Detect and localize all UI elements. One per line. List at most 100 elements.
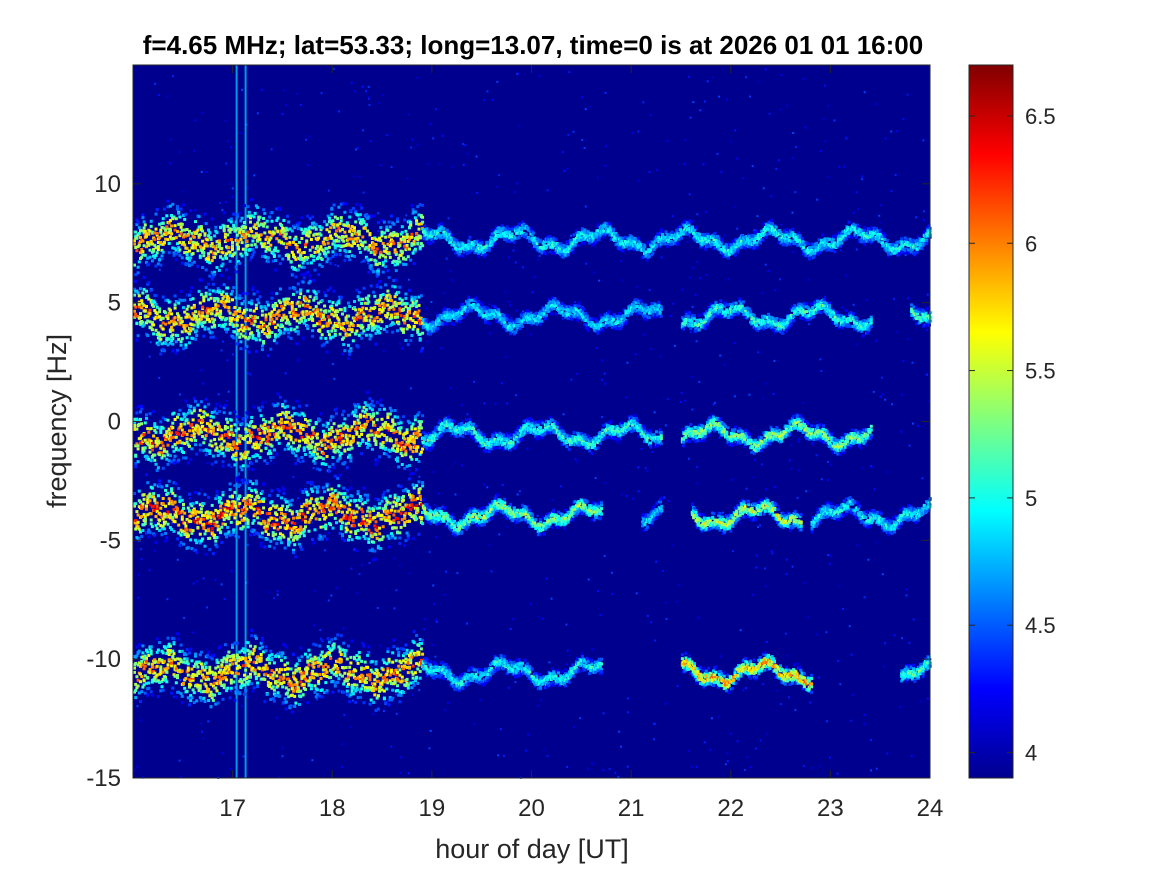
heatmap-cell xyxy=(447,238,450,242)
heatmap-cell xyxy=(827,245,831,249)
heatmap-cell xyxy=(179,207,183,211)
heatmap-cell xyxy=(141,321,145,325)
heatmap-cell xyxy=(367,270,371,274)
heatmap-cell xyxy=(254,338,258,342)
heatmap-cell xyxy=(243,309,246,313)
heatmap-cell xyxy=(738,237,742,241)
heatmap-cell xyxy=(204,285,208,289)
heatmap-cell xyxy=(635,592,638,595)
heatmap-cell xyxy=(765,382,768,385)
heatmap-cell xyxy=(233,251,237,255)
heatmap-cell xyxy=(582,237,586,241)
heatmap-cell xyxy=(437,226,441,230)
heatmap-cell xyxy=(530,324,533,326)
heatmap-cell xyxy=(845,137,848,140)
heatmap-cell xyxy=(390,700,393,703)
heatmap-cell xyxy=(257,224,261,228)
heatmap-cell xyxy=(360,309,364,313)
heatmap-cell xyxy=(262,224,266,228)
heatmap-cell xyxy=(498,533,501,536)
heatmap-cell xyxy=(180,256,184,260)
heatmap-cell xyxy=(450,387,452,389)
heatmap-cell xyxy=(350,81,353,84)
heatmap-cell xyxy=(456,250,460,254)
heatmap-cell xyxy=(905,588,908,591)
heatmap-cell xyxy=(600,224,603,228)
heatmap-cell xyxy=(276,216,280,220)
heatmap-cell xyxy=(259,325,263,329)
heatmap-cell xyxy=(533,236,537,240)
heatmap-cell xyxy=(696,482,699,485)
heatmap-cell xyxy=(152,249,156,253)
heatmap-cell xyxy=(188,315,191,319)
heatmap-cell xyxy=(190,323,194,327)
heatmap-cell xyxy=(581,138,584,141)
heatmap-cell xyxy=(860,236,864,239)
heatmap-cell xyxy=(181,317,184,320)
heatmap-cell xyxy=(356,146,359,149)
heatmap-cell xyxy=(599,614,602,617)
heatmap-cell xyxy=(409,317,413,320)
heatmap-cell xyxy=(137,226,141,230)
heatmap-cell xyxy=(133,242,136,246)
heatmap-cell xyxy=(396,217,399,221)
heatmap-cell xyxy=(269,347,273,351)
heatmap-cell xyxy=(249,248,252,251)
heatmap-cell xyxy=(275,292,279,296)
heatmap-cell xyxy=(203,327,207,331)
heatmap-cell xyxy=(901,637,903,640)
heatmap-cell xyxy=(308,306,312,309)
heatmap-cell xyxy=(283,89,286,92)
heatmap-cell xyxy=(775,167,778,170)
heatmap-cell xyxy=(338,253,342,257)
heatmap-cell xyxy=(497,230,501,234)
heatmap-cell xyxy=(220,583,223,586)
heatmap-cell xyxy=(140,299,144,303)
heatmap-cell xyxy=(390,745,393,748)
heatmap-cell xyxy=(902,251,906,255)
heatmap-cell xyxy=(282,242,286,246)
heatmap-cell xyxy=(566,649,569,652)
heatmap-cell xyxy=(191,317,195,321)
heatmap-cell xyxy=(344,202,348,206)
heatmap-cell xyxy=(314,247,318,250)
heatmap-cell xyxy=(353,317,356,320)
heatmap-cell xyxy=(265,300,269,304)
heatmap-cell xyxy=(857,208,860,211)
heatmap-cell xyxy=(386,299,390,302)
heatmap-cell xyxy=(491,98,494,101)
heatmap-cell xyxy=(244,317,248,321)
heatmap-cell xyxy=(369,306,373,310)
heatmap-cell xyxy=(736,740,739,743)
heatmap-cell xyxy=(263,221,267,225)
heatmap-cell xyxy=(262,340,266,343)
heatmap-cell xyxy=(196,228,200,232)
heatmap-cell xyxy=(730,732,733,735)
heatmap-cell xyxy=(454,493,457,496)
heatmap-cell xyxy=(762,397,765,400)
heatmap-cell xyxy=(355,329,359,333)
heatmap-cell xyxy=(220,317,224,321)
heatmap-cell xyxy=(327,189,330,192)
heatmap-cell xyxy=(505,234,509,238)
heatmap-cell xyxy=(183,243,187,247)
heatmap-cell xyxy=(705,240,709,244)
heatmap-cell xyxy=(356,324,360,327)
heatmap-cell xyxy=(210,259,214,263)
heatmap-cell xyxy=(160,342,164,346)
heatmap-cell xyxy=(259,320,263,324)
heatmap-cell xyxy=(488,239,492,242)
heatmap-cell xyxy=(224,119,227,122)
heatmap-cell xyxy=(733,395,736,398)
heatmap-cell xyxy=(666,139,669,142)
heatmap-cell xyxy=(725,246,729,250)
heatmap-cell xyxy=(733,205,736,208)
heatmap-cell xyxy=(358,203,362,207)
heatmap-cell xyxy=(572,233,576,237)
heatmap-cell xyxy=(588,241,592,245)
heatmap-cell xyxy=(347,255,350,258)
heatmap-cell xyxy=(312,298,316,302)
heatmap-cell xyxy=(201,730,203,733)
heatmap-cell xyxy=(786,104,789,107)
heatmap-cell xyxy=(920,700,923,703)
